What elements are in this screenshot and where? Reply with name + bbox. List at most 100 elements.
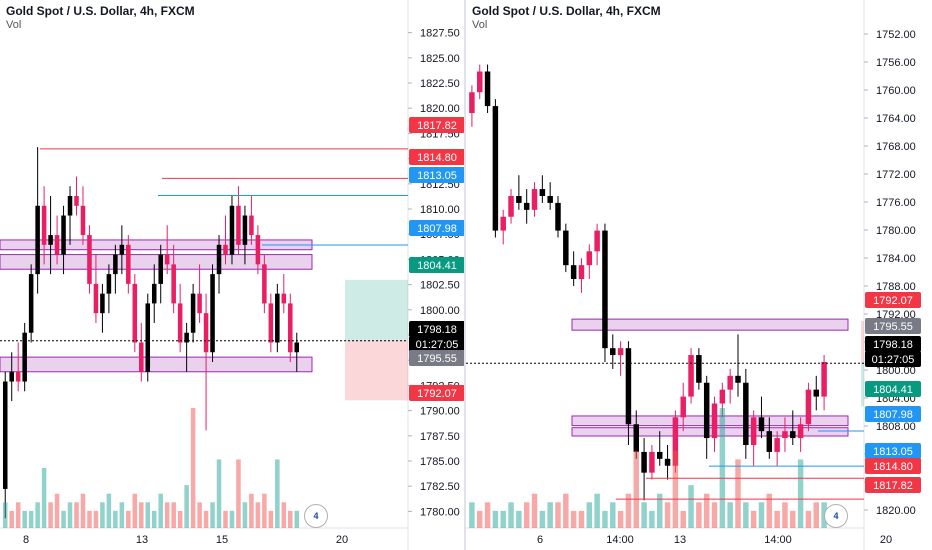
volume-bar	[703, 493, 710, 528]
candle-body	[100, 293, 105, 314]
candle-body	[28, 274, 34, 333]
volume-bar	[74, 502, 79, 528]
time-tick-label: 20	[336, 534, 348, 546]
candle-body	[766, 431, 773, 452]
candle-body	[469, 92, 475, 113]
right-logo-icon: 4	[824, 504, 848, 528]
volume-bar	[15, 502, 21, 528]
candle-body	[288, 303, 293, 353]
candle-body	[35, 205, 40, 275]
right-volume-label: Vol	[472, 19, 488, 31]
volume-bar	[242, 502, 248, 528]
volume-bar	[735, 459, 741, 528]
candle-body	[145, 303, 151, 372]
price-tick-label: 1780.00	[420, 506, 460, 518]
candle-body	[664, 458, 671, 466]
candle-body	[171, 264, 176, 304]
volume-bar	[766, 493, 773, 528]
candle-body	[555, 202, 561, 231]
volume-bar	[229, 510, 235, 528]
volume-bar	[633, 450, 639, 528]
candle-body	[484, 71, 491, 107]
price-tick-label: 1822.50	[420, 78, 460, 90]
candle-body	[813, 389, 819, 397]
volume-bar	[649, 510, 655, 528]
volume-bar	[727, 502, 733, 528]
position-target-zone	[345, 279, 408, 341]
volume-bar	[578, 510, 585, 528]
volume-bar	[750, 510, 757, 528]
volume-bar	[813, 502, 819, 528]
candle-body	[625, 348, 632, 425]
candle-body	[735, 375, 741, 383]
candle-body	[249, 215, 254, 236]
volume-bar	[625, 493, 632, 528]
right-chart-pane[interactable]: 1752.00 1756.00 1760.00 1764.00 1768.00 1772.…	[466, 0, 932, 550]
candle-body	[594, 230, 600, 252]
candle-body	[696, 355, 702, 383]
position-stop-zone	[345, 340, 408, 401]
candle-body	[275, 293, 280, 343]
price-badge-label: 1813.05	[417, 170, 457, 182]
candle-body	[132, 283, 138, 343]
volume-bar	[602, 510, 608, 528]
candle-body	[229, 205, 235, 255]
left-logo-icon: 4	[304, 504, 328, 528]
candle-body	[492, 106, 499, 231]
candle-body	[54, 235, 60, 255]
left-chart-pane[interactable]: 1827.501825.001822.501820.001817.501815.…	[0, 0, 466, 550]
volume-bar	[641, 502, 647, 528]
candle-body	[477, 71, 483, 93]
right-chart-canvas[interactable]: 1752.00 1756.00 1760.00 1764.00 1768.00 1772.…	[466, 0, 932, 550]
volume-bar	[210, 502, 215, 528]
price-tick-label: 1800.00	[420, 305, 460, 317]
price-tick-label: 1756.00	[876, 57, 916, 69]
volume-bar	[477, 510, 483, 528]
candle-body	[531, 189, 538, 210]
volume-bar	[688, 485, 694, 528]
candle-body	[672, 417, 679, 466]
volume-bar	[48, 502, 53, 528]
candle-body	[61, 215, 66, 255]
candle-body	[570, 265, 577, 279]
price-badge	[409, 336, 465, 352]
price-tick-label: 1788.00	[876, 281, 916, 293]
candle-body	[80, 205, 86, 236]
volume-bar	[508, 502, 514, 528]
price-tick-label: 1760.00	[876, 85, 916, 97]
candle-body	[563, 230, 569, 266]
volume-bar	[61, 510, 66, 528]
support-resistance-zone	[0, 356, 313, 373]
candle-body	[223, 244, 228, 255]
volume-bar	[67, 502, 73, 528]
candle-body	[516, 196, 522, 203]
candle-body	[281, 293, 287, 304]
candle-body	[617, 348, 624, 356]
volume-bar	[547, 502, 553, 528]
candle-body	[67, 196, 73, 216]
left-chart-canvas[interactable]: 1827.501825.001822.501820.001817.501815.…	[0, 0, 466, 550]
time-tick-label: 6	[537, 534, 543, 546]
volume-bar	[41, 468, 47, 528]
price-badge	[865, 381, 921, 397]
volume-bar	[719, 408, 726, 528]
price-tick-label: 1827.50	[420, 28, 460, 40]
candle-body	[164, 254, 170, 265]
volume-bar	[28, 510, 34, 528]
price-badge-label: 01:27:05	[872, 354, 915, 366]
volume-bar	[594, 493, 600, 528]
candle-body	[547, 196, 553, 203]
pane-divider[interactable]	[464, 0, 466, 550]
volume-bar	[262, 493, 267, 528]
price-tick-label: 1776.00	[876, 197, 916, 209]
volume-bar	[680, 510, 686, 528]
candle-body	[2, 381, 8, 489]
price-badge	[409, 167, 465, 183]
price-badge-label: 1814.80	[417, 152, 457, 164]
volume-bar	[657, 493, 663, 528]
volume-bar	[139, 502, 144, 528]
candle-body	[9, 371, 14, 382]
price-badge	[865, 443, 921, 459]
candle-body	[294, 342, 300, 353]
candle-body	[586, 251, 593, 266]
